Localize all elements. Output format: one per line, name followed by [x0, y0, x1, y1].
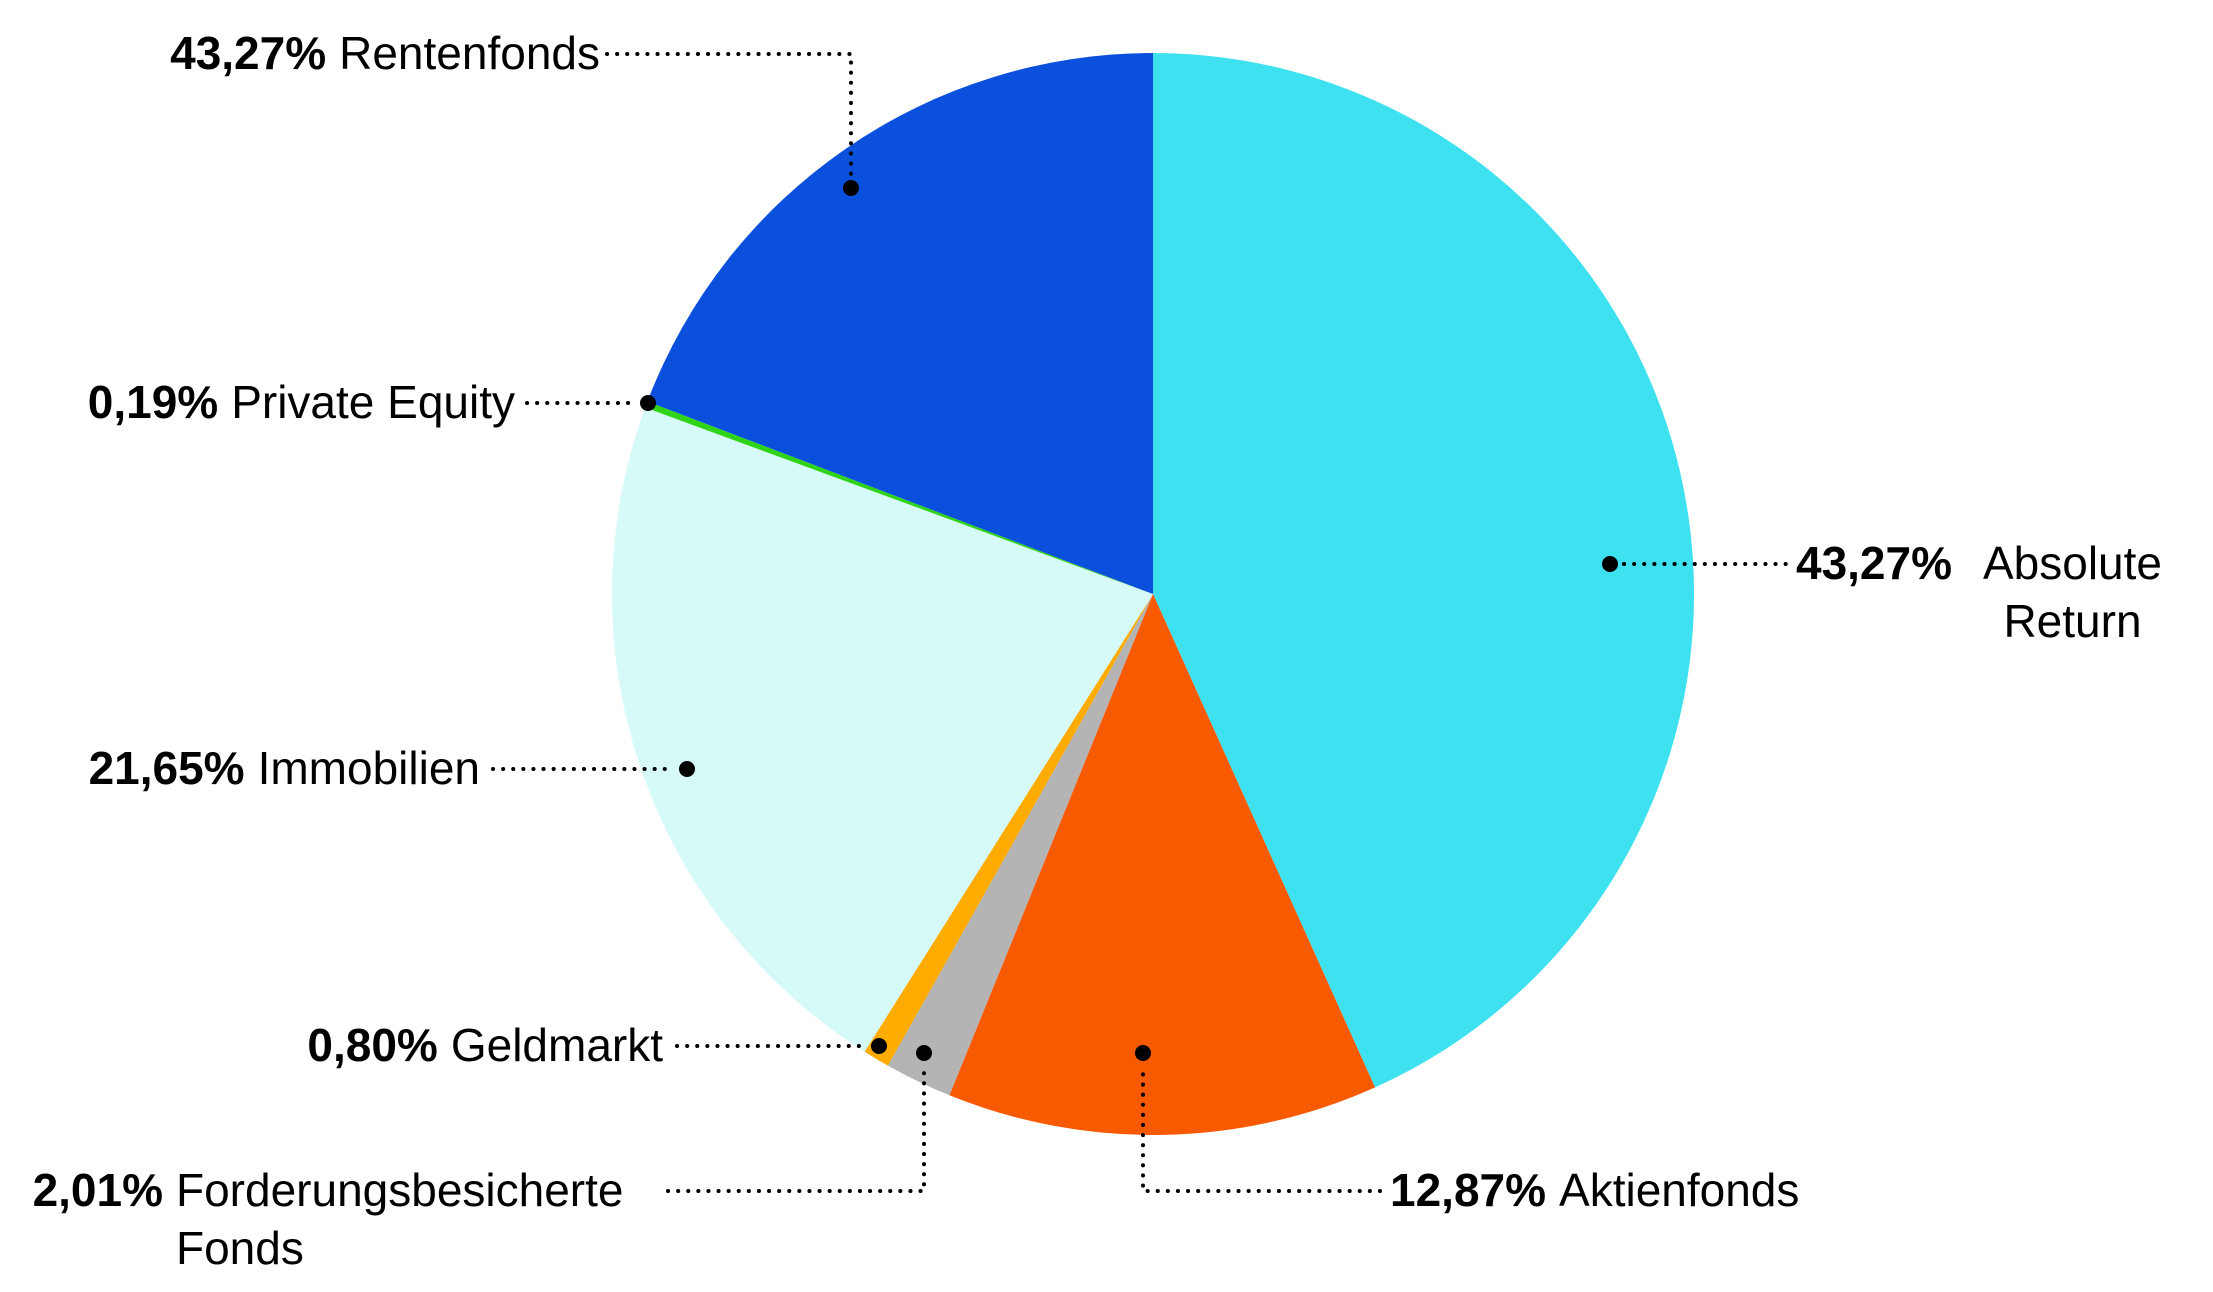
callout-immobilien: 21,65% Immobilien: [89, 740, 480, 798]
callout-absolute-return: 43,27% Absolute Return: [1796, 535, 2180, 651]
callout-aktienfonds-percent: 12,87%: [1390, 1164, 1547, 1216]
pie-slice-private-equity: [645, 401, 1153, 594]
absolute-return-anchor-dot: [1602, 556, 1618, 572]
immobilien-anchor-dot: [679, 761, 695, 777]
callout-geldmarkt-percent: 0,80%: [307, 1019, 438, 1071]
geldmarkt-anchor-dot: [871, 1038, 887, 1054]
pie-wedges: [611, 53, 1695, 1136]
callout-rentenfonds-name: Rentenfonds: [339, 27, 600, 79]
pie-slice-aktienfonds: [949, 594, 1376, 1136]
forderungsbesicherte-fonds-anchor-dot: [916, 1045, 932, 1061]
pie-slice-absolute-return: [1153, 53, 1695, 1088]
forderungsbesicherte-fonds-leader-line: [666, 1064, 926, 1193]
callout-absolute-return-percent: 43,27%: [1795, 537, 1952, 589]
rentenfonds-leader-line: [605, 52, 853, 180]
callout-aktienfonds-name: Aktienfonds: [1559, 1164, 1800, 1216]
pie-slice-forderungsbesicherte-fonds: [887, 594, 1153, 1096]
callout-absolute-return-name: Absolute Return: [1982, 537, 2162, 647]
pie-slice-immobilien: [611, 407, 1153, 1052]
callout-private-equity-name: Private Equity: [231, 376, 515, 428]
callout-private-equity: 0,19% Private Equity: [88, 374, 515, 432]
callout-leaders: [491, 52, 1790, 1193]
callout-immobilien-percent: 21,65%: [88, 742, 245, 794]
private-equity-anchor-dot: [640, 395, 656, 411]
pie-slice-rentenfonds: [647, 53, 1153, 594]
callout-forderungsbesicherte-fonds: 2,01% Forderungsbesicherte Fonds: [33, 1162, 656, 1278]
callout-aktienfonds: 12,87% Aktienfonds: [1390, 1162, 1799, 1220]
callout-immobilien-name: Immobilien: [257, 742, 480, 794]
callout-rentenfonds: 43,27% Rentenfonds: [170, 25, 600, 83]
callout-rentenfonds-percent: 43,27%: [170, 27, 327, 79]
callout-geldmarkt: 0,80% Geldmarkt: [307, 1017, 663, 1075]
rentenfonds-anchor-dot: [843, 180, 859, 196]
aktienfonds-leader-line: [1141, 1064, 1382, 1193]
pie-slice-geldmarkt: [864, 594, 1153, 1066]
callout-geldmarkt-name: Geldmarkt: [450, 1019, 663, 1071]
callout-private-equity-percent: 0,19%: [87, 376, 219, 428]
callout-forderungsbesicherte-fonds-name: Forderungsbesicherte Fonds: [176, 1164, 624, 1274]
aktienfonds-anchor-dot: [1135, 1045, 1151, 1061]
callout-forderungsbesicherte-fonds-percent: 2,01%: [32, 1164, 163, 1216]
